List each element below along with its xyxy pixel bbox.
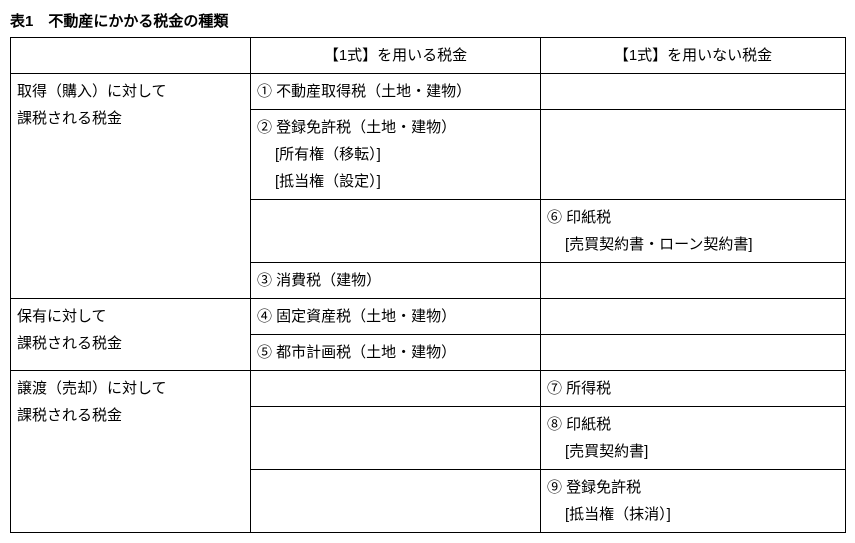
row3-head-line1: 譲渡（売却）に対して: [17, 380, 167, 397]
row1-c2b-line2: [所有権（移転）]: [257, 141, 534, 168]
row3-c3b-line1: ⑧ 印紙税: [547, 416, 611, 433]
row3-c3c-line1: ⑨ 登録免許税: [547, 479, 641, 496]
row3-c3b-line2: [売買契約書]: [547, 438, 839, 465]
table-row: 保有に対して 課税される税金 ④ 固定資産税（土地・建物）: [11, 299, 846, 335]
row1-c3d: [541, 263, 846, 299]
row3-c3c: ⑨ 登録免許税 [抵当権（抹消）]: [541, 470, 846, 533]
header-col3: 【1式】を用いない税金: [541, 38, 846, 74]
header-col1: [11, 38, 251, 74]
row1-c2b: ② 登録免許税（土地・建物） [所有権（移転）] [抵当権（設定）]: [251, 110, 541, 200]
header-col2: 【1式】を用いる税金: [251, 38, 541, 74]
row1-c2b-line1: ② 登録免許税（土地・建物）: [257, 119, 456, 136]
row2-c3b: [541, 335, 846, 371]
row3-c2c: [251, 470, 541, 533]
row3-c2a: [251, 371, 541, 407]
row1-c2d: ③ 消費税（建物）: [251, 263, 541, 299]
row3-head: 譲渡（売却）に対して 課税される税金: [11, 371, 251, 533]
row1-c2b-line3: [抵当権（設定）]: [257, 168, 534, 195]
row1-c3c: ⑥ 印紙税 [売買契約書・ローン契約書]: [541, 200, 846, 263]
row1-c3c-line1: ⑥ 印紙税: [547, 209, 611, 226]
row1-head-line1: 取得（購入）に対して: [17, 83, 167, 100]
row2-c3a: [541, 299, 846, 335]
table-header-row: 【1式】を用いる税金 【1式】を用いない税金: [11, 38, 846, 74]
row1-c3a: [541, 74, 846, 110]
row2-head: 保有に対して 課税される税金: [11, 299, 251, 371]
row1-c2c: [251, 200, 541, 263]
table-title: 表1 不動産にかかる税金の種類: [10, 10, 845, 31]
row3-c3c-line2: [抵当権（抹消）]: [547, 501, 839, 528]
row3-c3b: ⑧ 印紙税 [売買契約書]: [541, 407, 846, 470]
row2-c2a: ④ 固定資産税（土地・建物）: [251, 299, 541, 335]
row3-head-line2: 課税される税金: [17, 407, 122, 424]
row1-head: 取得（購入）に対して 課税される税金: [11, 74, 251, 299]
row1-c3b: [541, 110, 846, 200]
row2-head-line2: 課税される税金: [17, 335, 122, 352]
row2-head-line1: 保有に対して: [17, 308, 107, 325]
row3-c3a: ⑦ 所得税: [541, 371, 846, 407]
row3-c2b: [251, 407, 541, 470]
row2-c2b: ⑤ 都市計画税（土地・建物）: [251, 335, 541, 371]
row1-c3c-line2: [売買契約書・ローン契約書]: [547, 231, 839, 258]
row1-c2a: ① 不動産取得税（土地・建物）: [251, 74, 541, 110]
table-row: 譲渡（売却）に対して 課税される税金 ⑦ 所得税: [11, 371, 846, 407]
row1-head-line2: 課税される税金: [17, 110, 122, 127]
tax-table: 【1式】を用いる税金 【1式】を用いない税金 取得（購入）に対して 課税される税…: [10, 37, 846, 533]
table-row: 取得（購入）に対して 課税される税金 ① 不動産取得税（土地・建物）: [11, 74, 846, 110]
